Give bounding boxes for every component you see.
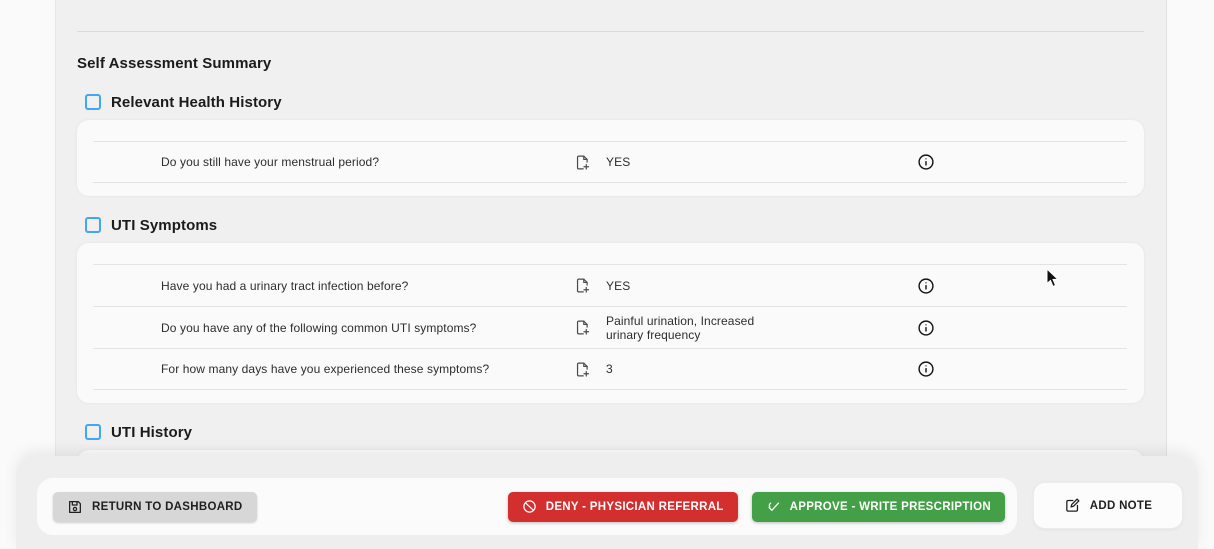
assessment-section: UTI Symptoms Have you had a urinary trac… [77,215,1144,403]
question-text: Do you still have your menstrual period? [161,155,380,169]
add-note-label: ADD NOTE [1089,499,1153,512]
divider [77,31,1144,32]
note-add-icon[interactable] [558,319,606,336]
section-checkbox[interactable] [85,424,101,440]
section-title: Relevant Health History [111,93,282,111]
qa-row: Do you have any of the following common … [93,306,1127,348]
check-icon [768,502,779,511]
decision-buttons: DENY - PHYSICIAN REFERRAL APPROVE - WRIT… [507,491,1005,522]
note-add-icon[interactable] [558,277,606,294]
approve-button-label: APPROVE - WRITE PRESCRIPTION [789,500,991,513]
info-icon[interactable] [772,360,1079,378]
question-text: Do you have any of the following common … [161,320,477,335]
page-title: Self Assessment Summary [77,55,272,72]
section-checkbox[interactable] [85,94,101,110]
question-text: Have you had a urinary tract infection b… [161,278,409,293]
add-note-button[interactable]: ADD NOTE [1033,482,1183,529]
section-card: Do you still have your menstrual period?… [77,120,1144,196]
section-title: UTI History [111,423,193,441]
section-header: UTI History [77,422,1144,442]
info-icon[interactable] [772,277,1079,295]
section-header: Relevant Health History [77,92,1144,112]
info-icon[interactable] [772,319,1079,337]
question-text: For how many days have you experienced t… [161,362,490,376]
approve-write-prescription-button[interactable]: APPROVE - WRITE PRESCRIPTION [751,491,1005,522]
qa-row: For how many days have you experienced t… [93,348,1127,390]
qa-row: Have you had a urinary tract infection b… [93,264,1127,306]
answer-text: Painful urination, Increased urinary fre… [606,313,755,342]
deny-button-label: DENY - PHYSICIAN REFERRAL [545,500,724,513]
note-add-icon[interactable] [558,361,606,378]
action-bar: RETURN TO DASHBOARD DENY - PHYSICIAN REF… [37,478,1017,535]
deny-physician-referral-button[interactable]: DENY - PHYSICIAN REFERRAL [507,491,738,522]
block-icon [522,500,536,513]
section-header: UTI Symptoms [77,215,1144,235]
qa-row: Do you still have your menstrual period?… [93,141,1127,183]
assessment-content: Self Assessment Summary Relevant Health … [56,31,1166,520]
section-checkbox[interactable] [85,217,101,233]
answer-text: 3 [606,362,613,376]
return-to-dashboard-label: RETURN TO DASHBOARD [92,500,243,513]
edit-note-icon [1065,498,1080,512]
return-to-dashboard-button[interactable]: RETURN TO DASHBOARD [53,491,257,522]
section-title: UTI Symptoms [111,216,218,234]
answer-text: YES [606,278,631,293]
save-icon [69,500,81,513]
section-card: Have you had a urinary tract infection b… [77,243,1144,403]
note-add-icon[interactable] [558,154,606,171]
action-footer: RETURN TO DASHBOARD DENY - PHYSICIAN REF… [16,456,1198,549]
answer-text: YES [606,155,631,169]
assessment-section: Relevant Health History Do you still hav… [77,92,1144,196]
info-icon[interactable] [772,153,1079,171]
